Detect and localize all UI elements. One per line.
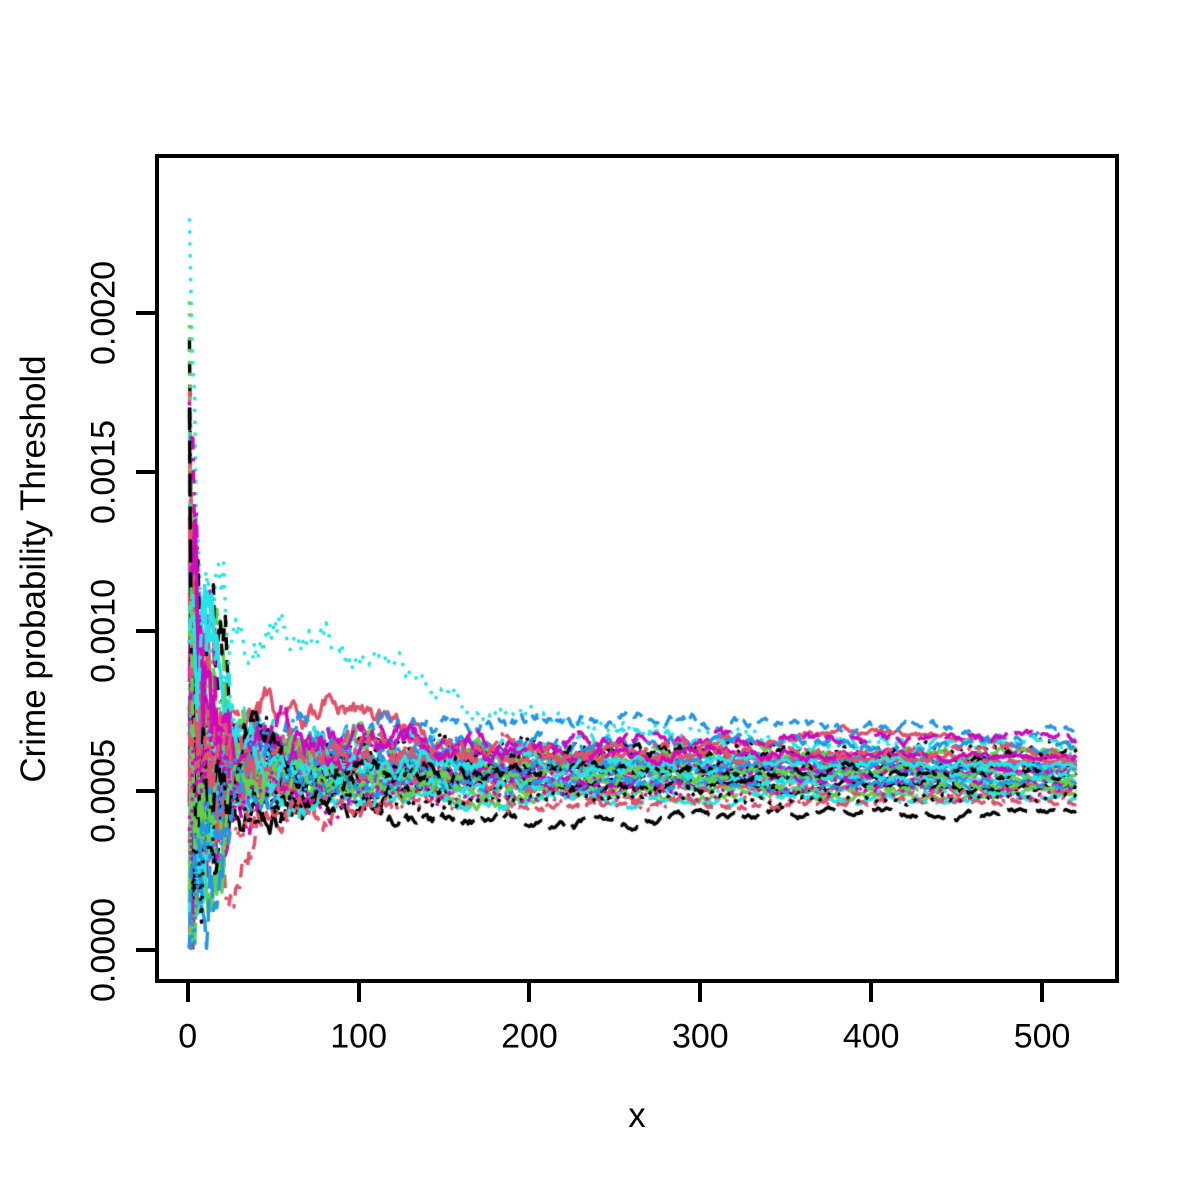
x-tick-label: 300 (671, 1017, 729, 1056)
y-axis-tick (136, 947, 155, 952)
x-tick-label: 400 (842, 1017, 900, 1056)
x-axis-tick (1040, 983, 1045, 1002)
y-axis-tick (136, 788, 155, 793)
x-axis-tick (185, 983, 190, 1002)
y-axis-tick (136, 470, 155, 475)
y-tick-label: 0.0005 (84, 738, 123, 843)
y-tick-label: 0.0000 (84, 897, 123, 1002)
y-axis-tick (136, 629, 155, 634)
y-axis-title: Crime probability Threshold (14, 354, 53, 783)
x-tick-label: 200 (501, 1017, 558, 1056)
plot-box (155, 154, 1119, 983)
x-tick-label: 500 (1013, 1017, 1071, 1056)
y-tick-label: 0.0015 (84, 420, 123, 525)
y-tick-label: 0.0010 (84, 579, 123, 684)
x-axis-tick (698, 983, 703, 1002)
x-axis-tick (869, 983, 874, 1002)
y-axis-tick (136, 310, 155, 315)
x-tick-label: 0 (178, 1017, 198, 1056)
y-tick-label: 0.0020 (84, 260, 123, 365)
x-tick-label: 100 (330, 1017, 387, 1056)
x-axis-tick (356, 983, 361, 1002)
x-axis-title: x (628, 1096, 646, 1135)
x-axis-tick (527, 983, 532, 1002)
